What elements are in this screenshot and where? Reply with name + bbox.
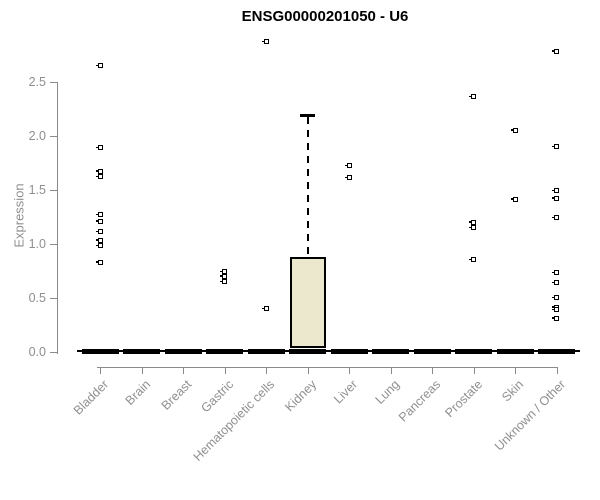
outlier-point bbox=[552, 215, 559, 221]
zero-box-bar bbox=[206, 348, 243, 354]
x-tick bbox=[141, 367, 143, 374]
y-tick bbox=[50, 297, 57, 299]
x-tick bbox=[349, 367, 350, 374]
outlier-point bbox=[469, 225, 476, 230]
zero-box-bar bbox=[496, 348, 534, 354]
box-iqr bbox=[289, 256, 326, 349]
outlier-point bbox=[552, 270, 559, 276]
x-tick bbox=[183, 367, 184, 374]
y-tick bbox=[50, 81, 57, 83]
outlier-point bbox=[95, 145, 103, 151]
x-tick bbox=[100, 367, 101, 374]
x-tick bbox=[266, 367, 267, 374]
outlier-point bbox=[95, 63, 103, 68]
y-tick bbox=[50, 351, 57, 353]
x-tick bbox=[224, 367, 226, 374]
outlier-point bbox=[552, 307, 559, 313]
x-tick bbox=[432, 367, 433, 374]
outlier-point bbox=[344, 163, 352, 169]
zero-box-bar bbox=[81, 348, 119, 354]
outlier-point bbox=[261, 39, 269, 45]
y-tick-label: 1.0 bbox=[28, 236, 46, 251]
outlier-point bbox=[95, 174, 103, 180]
outlier-point bbox=[95, 218, 103, 224]
zero-box-bar bbox=[289, 348, 326, 354]
outlier-point bbox=[469, 257, 476, 263]
outlier-point bbox=[510, 196, 518, 202]
outlier-point bbox=[552, 315, 559, 321]
x-tick bbox=[556, 367, 558, 374]
outlier-point bbox=[95, 259, 103, 265]
outlier-point bbox=[95, 168, 103, 174]
outlier-point bbox=[552, 144, 559, 149]
outlier-point bbox=[469, 94, 476, 100]
outlier-point bbox=[95, 237, 103, 243]
zero-box-bar bbox=[455, 348, 492, 354]
y-tick bbox=[50, 189, 57, 191]
outlier-point bbox=[220, 279, 227, 284]
x-tick bbox=[473, 367, 475, 374]
outlier-point bbox=[469, 219, 476, 225]
y-tick bbox=[50, 135, 57, 137]
x-tick-label: Unknown / Other bbox=[491, 377, 568, 454]
outlier-point bbox=[95, 212, 103, 218]
zero-box-bar bbox=[330, 348, 368, 354]
whisker-cap bbox=[300, 114, 315, 117]
outlier-point bbox=[261, 306, 269, 311]
zero-box-bar bbox=[164, 348, 202, 354]
y-tick-label: 0.5 bbox=[28, 290, 46, 305]
outlier-point bbox=[552, 188, 559, 194]
outlier-point bbox=[552, 48, 559, 54]
y-tick-label: 2.0 bbox=[28, 128, 46, 143]
outlier-point bbox=[95, 243, 103, 249]
outlier-point bbox=[95, 229, 103, 235]
x-tick bbox=[515, 367, 516, 374]
outlier-point bbox=[552, 195, 559, 201]
y-tick-label: 2.5 bbox=[28, 74, 46, 89]
outlier-point bbox=[220, 273, 227, 279]
zero-box-bar bbox=[247, 348, 285, 354]
y-axis bbox=[57, 81, 58, 354]
zero-box-bar bbox=[413, 348, 451, 354]
x-tick bbox=[307, 367, 309, 374]
zero-box-bar bbox=[372, 348, 409, 354]
y-tick-label: 1.5 bbox=[28, 182, 46, 197]
outlier-point bbox=[510, 127, 518, 133]
zero-box-bar bbox=[123, 348, 160, 354]
zero-box-bar bbox=[538, 348, 575, 354]
x-axis bbox=[97, 367, 558, 368]
outlier-point bbox=[344, 175, 352, 181]
outlier-point bbox=[552, 295, 559, 301]
y-tick-label: 0.0 bbox=[28, 344, 46, 359]
y-tick bbox=[50, 243, 57, 245]
outlier-point bbox=[552, 280, 559, 286]
x-tick bbox=[390, 367, 392, 374]
chart-title: ENSG00000201050 - U6 bbox=[241, 8, 409, 25]
upper-whisker bbox=[306, 117, 309, 257]
